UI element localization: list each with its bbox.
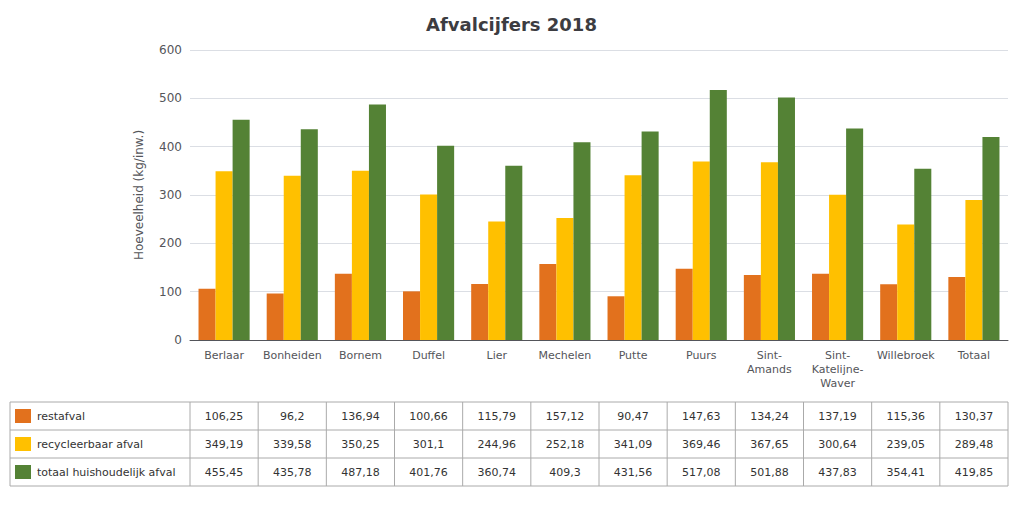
svg-text:136,94: 136,94 xyxy=(341,410,380,423)
svg-text:289,48: 289,48 xyxy=(955,438,994,451)
svg-text:435,78: 435,78 xyxy=(273,466,312,479)
svg-text:Sint-: Sint- xyxy=(757,349,782,362)
svg-text:115,36: 115,36 xyxy=(887,410,926,423)
svg-text:350,25: 350,25 xyxy=(341,438,380,451)
svg-text:Afvalcijfers 2018: Afvalcijfers 2018 xyxy=(426,14,597,35)
svg-text:Waver: Waver xyxy=(820,377,855,390)
svg-text:360,74: 360,74 xyxy=(478,466,517,479)
svg-text:90,47: 90,47 xyxy=(617,410,649,423)
svg-text:431,56: 431,56 xyxy=(614,466,653,479)
svg-text:300: 300 xyxy=(159,188,182,202)
svg-text:500: 500 xyxy=(159,91,182,105)
svg-text:recycleerbaar afval: recycleerbaar afval xyxy=(37,438,143,451)
svg-text:301,1: 301,1 xyxy=(413,438,445,451)
svg-text:239,05: 239,05 xyxy=(887,438,926,451)
svg-text:Bornem: Bornem xyxy=(339,349,382,362)
svg-text:517,08: 517,08 xyxy=(682,466,721,479)
svg-text:restafval: restafval xyxy=(37,410,85,423)
svg-text:100,66: 100,66 xyxy=(409,410,448,423)
svg-text:339,58: 339,58 xyxy=(273,438,312,451)
svg-text:349,19: 349,19 xyxy=(205,438,244,451)
svg-text:Bonheiden: Bonheiden xyxy=(263,349,322,362)
svg-text:115,79: 115,79 xyxy=(478,410,517,423)
svg-text:157,12: 157,12 xyxy=(546,410,585,423)
svg-text:252,18: 252,18 xyxy=(546,438,585,451)
svg-text:100: 100 xyxy=(159,285,182,299)
svg-text:354,41: 354,41 xyxy=(887,466,926,479)
svg-text:419,85: 419,85 xyxy=(955,466,994,479)
svg-text:130,37: 130,37 xyxy=(955,410,994,423)
svg-text:600: 600 xyxy=(159,43,182,57)
svg-text:96,2: 96,2 xyxy=(280,410,305,423)
svg-text:369,46: 369,46 xyxy=(682,438,721,451)
svg-text:455,45: 455,45 xyxy=(205,466,244,479)
svg-text:200: 200 xyxy=(159,236,182,250)
svg-text:147,63: 147,63 xyxy=(682,410,721,423)
svg-text:400: 400 xyxy=(159,140,182,154)
svg-text:Lier: Lier xyxy=(487,349,508,362)
svg-text:Sint-: Sint- xyxy=(825,349,850,362)
svg-text:401,76: 401,76 xyxy=(409,466,448,479)
svg-text:Duffel: Duffel xyxy=(412,349,445,362)
svg-text:Hoeveelheid (kg/inw.): Hoeveelheid (kg/inw.) xyxy=(132,130,146,260)
svg-text:Amands: Amands xyxy=(747,363,792,376)
svg-text:Putte: Putte xyxy=(619,349,648,362)
svg-text:Mechelen: Mechelen xyxy=(538,349,591,362)
svg-text:Katelijne-: Katelijne- xyxy=(812,363,864,376)
svg-text:367,65: 367,65 xyxy=(750,438,789,451)
svg-text:0: 0 xyxy=(174,333,182,347)
svg-text:501,88: 501,88 xyxy=(750,466,789,479)
svg-text:Berlaar: Berlaar xyxy=(204,349,244,362)
svg-text:409,3: 409,3 xyxy=(549,466,581,479)
svg-text:244,96: 244,96 xyxy=(478,438,517,451)
svg-text:Totaal: Totaal xyxy=(957,349,990,362)
svg-text:Puurs: Puurs xyxy=(686,349,717,362)
svg-text:341,09: 341,09 xyxy=(614,438,653,451)
svg-text:106,25: 106,25 xyxy=(205,410,244,423)
svg-text:437,83: 437,83 xyxy=(818,466,857,479)
svg-text:totaal huishoudelijk afval: totaal huishoudelijk afval xyxy=(37,466,176,479)
svg-text:Willebroek: Willebroek xyxy=(877,349,935,362)
svg-text:137,19: 137,19 xyxy=(818,410,857,423)
svg-text:134,24: 134,24 xyxy=(750,410,789,423)
svg-text:487,18: 487,18 xyxy=(341,466,380,479)
svg-text:300,64: 300,64 xyxy=(818,438,857,451)
